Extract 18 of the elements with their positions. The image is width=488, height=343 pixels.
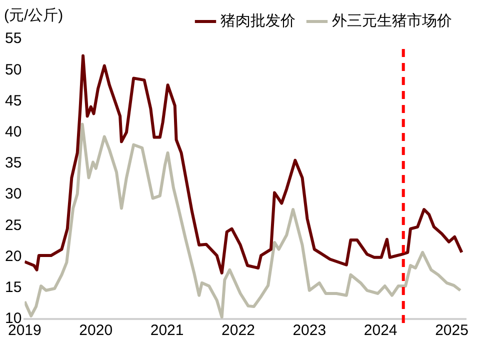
legend-label: 外三元生猪市场价 [332,12,452,30]
y-tick-label: 35 [4,154,22,172]
x-tick-label: 2021 [150,322,184,340]
y-tick-label: 40 [4,123,22,140]
y-tick-label: 25 [4,216,22,234]
y-tick-label: 15 [4,279,22,296]
y-axis-title: (元/公斤) [4,7,64,24]
x-tick-label: 2023 [292,322,326,340]
x-tick-label: 2025 [435,322,468,340]
x-tick-label: 2022 [222,322,255,340]
x-tick-label: 2024 [364,322,398,340]
legend-label: 猪肉批发价 [220,12,296,30]
x-tick-label: 2020 [79,322,113,340]
y-tick-label: 45 [4,92,22,110]
y-tick-label: 30 [4,186,22,203]
y-tick-label: 50 [4,61,22,78]
y-tick-label: 20 [4,248,22,265]
y-tick-label: 55 [4,30,22,48]
